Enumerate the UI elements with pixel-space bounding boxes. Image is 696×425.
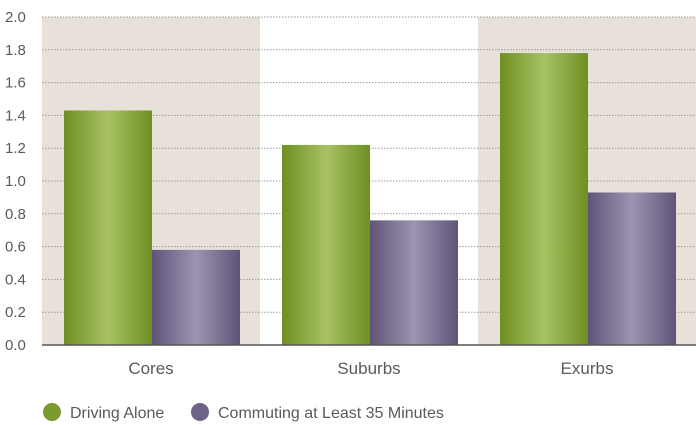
bar-exurbs-commuting-35-min — [588, 192, 676, 345]
y-tick-label: 0.6 — [5, 239, 26, 256]
x-category-label: Cores — [128, 359, 173, 378]
legend: Driving Alone Commuting at Least 35 Minut… — [43, 403, 444, 422]
y-tick-label: 1.4 — [5, 107, 26, 124]
y-tick-label: 1.6 — [5, 75, 26, 92]
axis: 0.0 0.2 0.4 0.6 0.8 1.0 1.2 1.4 1.6 1.8 2.0 Cores Su… — [5, 9, 696, 378]
y-tick-label: 0.0 — [5, 337, 26, 354]
bar-cores-commuting-35-min — [152, 249, 240, 345]
bar-exurbs-driving-alone — [500, 53, 588, 346]
legend-label: Commuting at Least 35 Minutes — [218, 405, 444, 422]
y-tick-label: 0.2 — [5, 304, 26, 321]
y-tick-label: 0.8 — [5, 206, 26, 223]
legend-swatch — [43, 403, 61, 421]
bar-cores-driving-alone — [64, 110, 152, 345]
x-category-label: Exurbs — [561, 359, 614, 378]
bars — [64, 53, 676, 346]
legend-swatch — [191, 403, 209, 421]
y-tick-label: 0.4 — [5, 271, 26, 288]
y-tick-label: 1.2 — [5, 140, 26, 157]
x-category-label: Suburbs — [337, 359, 400, 378]
y-tick-label: 1.0 — [5, 173, 26, 190]
legend-label: Driving Alone — [70, 405, 164, 422]
bar-suburbs-driving-alone — [282, 144, 370, 345]
bar-suburbs-commuting-35-min — [370, 220, 458, 345]
y-tick-label: 1.8 — [5, 42, 26, 59]
y-tick-label: 2.0 — [5, 9, 26, 26]
